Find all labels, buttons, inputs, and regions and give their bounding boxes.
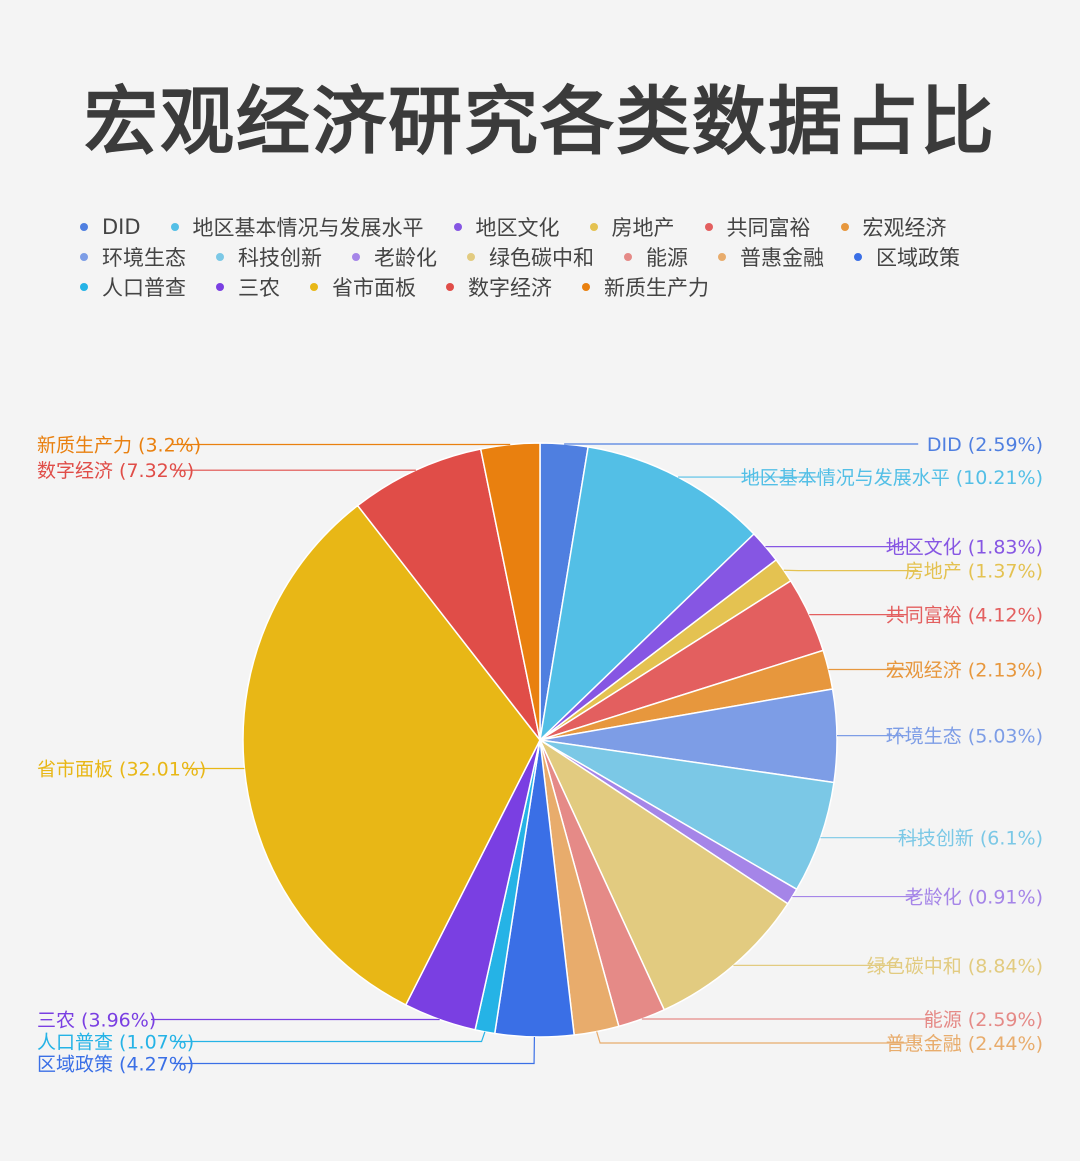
legend-marker: [80, 223, 88, 231]
legend-marker: [170, 223, 179, 231]
legend-label: 老龄化: [374, 246, 437, 270]
legend-item[interactable]: 老龄化: [352, 245, 437, 270]
pie-slice[interactable]: [479, 442, 541, 741]
legend-label: 新质生产力: [604, 276, 709, 300]
data-label: 地区基本情况与发展水平 (10.21%): [741, 467, 1043, 489]
legend-marker: [704, 223, 713, 231]
legend-item[interactable]: 区域政策: [854, 245, 960, 270]
legend-item[interactable]: 能源: [624, 245, 688, 270]
legend-label: 环境生态: [102, 246, 186, 270]
data-label: 三农 (3.96%): [37, 1010, 156, 1032]
legend-label: 省市面板: [332, 276, 416, 300]
legend-label: 绿色碳中和: [489, 246, 594, 270]
legend-marker: [80, 283, 88, 291]
legend-marker: [854, 253, 862, 261]
legend-label: 房地产: [611, 216, 675, 240]
data-label: 宏观经济 (2.13%): [886, 660, 1043, 682]
legend-marker: [467, 253, 475, 261]
legend-label: 宏观经济: [862, 216, 947, 240]
label-leader-line: [172, 1031, 486, 1043]
legend-marker: [718, 253, 726, 261]
legend-marker: [216, 283, 224, 291]
data-label: 数字经济 (7.32%): [37, 460, 194, 482]
pie-slice[interactable]: [538, 737, 789, 1011]
legend-label: 科技创新: [238, 246, 322, 270]
legend-item[interactable]: 房地产: [589, 215, 675, 240]
data-label: 地区文化 (1.83%): [886, 537, 1043, 559]
chart-title: 宏观经济研究各类数据占比: [84, 79, 996, 165]
legend-item[interactable]: 三农: [216, 275, 280, 300]
legend-label: 人口普查: [102, 276, 186, 300]
legend-item[interactable]: 省市面板: [310, 275, 416, 300]
data-label: 科技创新 (6.1%): [898, 828, 1043, 850]
pie-slice[interactable]: [538, 446, 756, 743]
data-label: 人口普查 (1.07%): [37, 1032, 194, 1054]
legend-marker: [624, 253, 632, 261]
legend-item[interactable]: 数字经济: [446, 275, 552, 300]
legend-marker: [352, 253, 360, 261]
data-label: DID (2.59%): [927, 434, 1043, 456]
legend-label: 共同富裕: [726, 216, 811, 240]
legend-label: 能源: [646, 246, 688, 270]
legend-item[interactable]: 地区基本情况与发展水平: [170, 215, 424, 240]
legend-label: 普惠金融: [740, 246, 824, 270]
data-label: 共同富裕 (4.12%): [886, 605, 1043, 627]
data-label: 普惠金融 (2.44%): [886, 1033, 1043, 1055]
legend-item[interactable]: 共同富裕: [704, 215, 811, 240]
data-label: 绿色碳中和 (8.84%): [867, 955, 1043, 977]
legend-item[interactable]: 地区文化: [453, 215, 560, 240]
legend-marker: [840, 223, 849, 231]
legend-label: 地区基本情况与发展水平: [192, 216, 424, 240]
data-label: 区域政策 (4.27%): [37, 1054, 194, 1076]
data-label: 环境生态 (5.03%): [886, 726, 1043, 748]
label-leader-line: [596, 1031, 908, 1044]
legend-marker: [582, 283, 590, 291]
data-label: 能源 (2.59%): [924, 1009, 1043, 1031]
data-label: 老龄化 (0.91%): [905, 887, 1043, 909]
legend-label: DID: [102, 215, 141, 239]
legend-label: 数字经济: [468, 276, 552, 300]
legend-label: 三农: [238, 276, 280, 300]
chart-legend: DID 地区基本情况与发展水平 地区文化 房地产 共同富裕 宏观经济环境生态 科技创新 老龄化…: [80, 215, 1040, 300]
label-leader-line: [172, 1036, 536, 1065]
data-label: 省市面板 (32.01%): [37, 758, 206, 780]
legend-label: 地区文化: [475, 216, 560, 240]
legend-item[interactable]: 环境生态: [80, 245, 186, 270]
legend-marker: [216, 253, 224, 261]
data-label: 新质生产力 (3.2%): [37, 434, 201, 456]
legend-item[interactable]: DID: [80, 215, 141, 239]
legend-marker: [80, 253, 88, 261]
legend-marker: [310, 283, 318, 291]
legend-label: 区域政策: [876, 246, 960, 270]
legend-marker: [453, 223, 462, 231]
legend-item[interactable]: 宏观经济: [840, 215, 947, 240]
legend-item[interactable]: 绿色碳中和: [467, 245, 594, 270]
legend-item[interactable]: 普惠金融: [718, 245, 824, 270]
data-label: 房地产 (1.37%): [905, 561, 1043, 583]
legend-item[interactable]: 新质生产力: [582, 275, 709, 300]
legend-item[interactable]: 科技创新: [216, 245, 322, 270]
legend-marker: [589, 223, 598, 231]
legend-item[interactable]: 人口普查: [80, 275, 186, 300]
legend-marker: [446, 283, 454, 291]
